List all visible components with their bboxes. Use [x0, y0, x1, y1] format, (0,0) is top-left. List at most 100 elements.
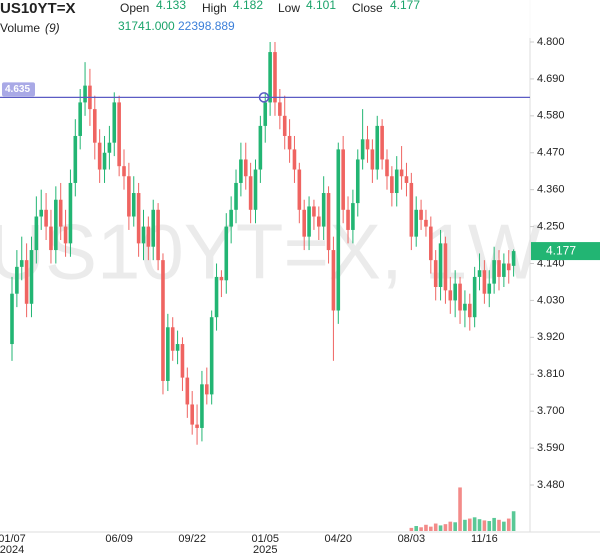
candle-body [482, 270, 487, 294]
candle-body [385, 159, 389, 177]
candle-body [399, 169, 404, 177]
candle-body [185, 377, 190, 405]
candle-body [341, 149, 345, 210]
candle-body [73, 135, 78, 183]
candle-body [15, 266, 19, 294]
candle-body [49, 226, 53, 251]
candle-body [117, 102, 121, 167]
x-tick-label: 06/09 [105, 533, 133, 545]
candle-body [131, 193, 136, 217]
x-tick-label: 08/03 [398, 533, 426, 545]
candle-body [19, 260, 24, 267]
candle-body [24, 260, 29, 304]
candle-body [209, 317, 214, 395]
candle-body [463, 303, 467, 311]
candle-body [175, 344, 180, 351]
volume-bar [487, 521, 492, 531]
candle-body [122, 166, 126, 177]
volume-bar [511, 511, 516, 531]
candle-body [287, 135, 292, 150]
candle-body [419, 209, 423, 220]
volume-bar [502, 521, 506, 531]
candle-body [263, 102, 268, 126]
volume-bar [409, 527, 414, 531]
volume-bar [414, 526, 419, 531]
candle-body [156, 209, 160, 261]
candle-body [214, 276, 219, 318]
candle-body [433, 260, 438, 287]
candle-body [497, 260, 501, 277]
x-tick-label: 04/20 [325, 533, 353, 545]
candle-body [170, 327, 175, 351]
candle-body [443, 243, 448, 291]
candle-body [375, 125, 380, 170]
last-price-bg [531, 242, 600, 261]
volume-title: Volume [0, 21, 40, 35]
candle-body [380, 125, 384, 160]
candle-body [390, 176, 394, 194]
candle-body [127, 176, 131, 217]
candle-body [326, 193, 331, 251]
x-tick-label: 01/07 [0, 533, 26, 545]
candle-body [10, 293, 14, 345]
x-tick-label: 01/05 [251, 533, 279, 545]
candle-body [151, 209, 156, 247]
candle-body [229, 209, 233, 227]
candle-body [278, 102, 282, 116]
close-value: 4.177 [390, 0, 420, 12]
candle-body [112, 102, 117, 143]
candle-body [243, 159, 248, 177]
crosshair-label-bg [2, 82, 35, 97]
open-label: Open [120, 1, 149, 15]
candle-body [258, 125, 263, 170]
high-value: 4.182 [233, 0, 263, 12]
symbol-title: US10YT=X [0, 0, 75, 17]
y-tick-label: 3.480 [537, 479, 565, 491]
candle-body [239, 159, 243, 183]
candle-body [180, 344, 185, 378]
y-tick-label: 4.470 [537, 147, 565, 159]
candle-body [268, 52, 272, 103]
volume-bar [448, 521, 453, 531]
volume-bar [482, 520, 487, 531]
y-tick-label: 3.810 [537, 368, 565, 380]
candle-body [253, 169, 258, 210]
candle-body [234, 182, 238, 210]
watermark: US10YT=X, 1W [0, 208, 542, 296]
crosshair-point [258, 92, 270, 103]
volume-bar [506, 518, 511, 531]
candle-body [429, 226, 433, 261]
candle-body [248, 176, 253, 210]
candle-body [34, 216, 39, 251]
candle-body [307, 206, 311, 237]
volume-bar [497, 519, 501, 531]
candle-body [224, 226, 229, 281]
x-tick-label: 11/16 [471, 533, 498, 545]
candle-body [351, 203, 355, 230]
candle-body [205, 384, 209, 395]
candle-body [190, 404, 194, 425]
candle-body [424, 219, 428, 227]
volume-bar [453, 522, 457, 531]
candle-body [54, 199, 58, 251]
candle-body [331, 250, 336, 311]
high-label: High [202, 1, 227, 15]
candle-body [453, 283, 457, 301]
candle-body [472, 276, 477, 318]
y-tick-label: 3.920 [537, 331, 565, 343]
candle-body [467, 303, 472, 318]
candle-body [477, 270, 482, 277]
volume-bar [443, 524, 448, 531]
candle-body [302, 209, 306, 237]
candle-body [355, 159, 360, 204]
candle-body [448, 290, 453, 301]
volume-bar [492, 517, 496, 531]
volume-bar [438, 525, 443, 531]
candle-body [487, 283, 492, 294]
candle-body [29, 250, 34, 304]
volume-bar [433, 523, 438, 531]
candle-body [78, 102, 82, 136]
candle-body [321, 193, 326, 227]
candle-body [438, 243, 443, 287]
